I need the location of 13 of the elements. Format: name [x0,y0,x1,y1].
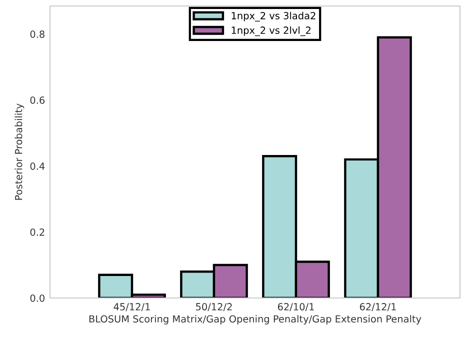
x-tick-label: 50/12/2 [196,303,232,312]
y-tick-label: 0.4 [30,162,45,170]
legend-label: 1npx_2 vs 3lada2 [232,12,316,22]
x-tick-label: 62/10/1 [278,303,314,312]
y-tick-label: 0.2 [30,228,44,236]
y-tick-label: 0.0 [30,294,44,302]
x-tick-label: 62/12/1 [360,303,396,312]
y-tick-label: 0.6 [30,96,45,104]
legend-label: 1npx_2 vs 2lvl_2 [232,26,310,36]
x-tick-label: 45/12/1 [114,303,150,312]
y-axis-title: Posterior Probability [14,104,24,200]
x-axis-title: BLOSUM Scoring Matrix/Gap Opening Penalty/Gap Extension Penalty [89,315,422,324]
y-tick-label: 0.8 [30,30,44,38]
